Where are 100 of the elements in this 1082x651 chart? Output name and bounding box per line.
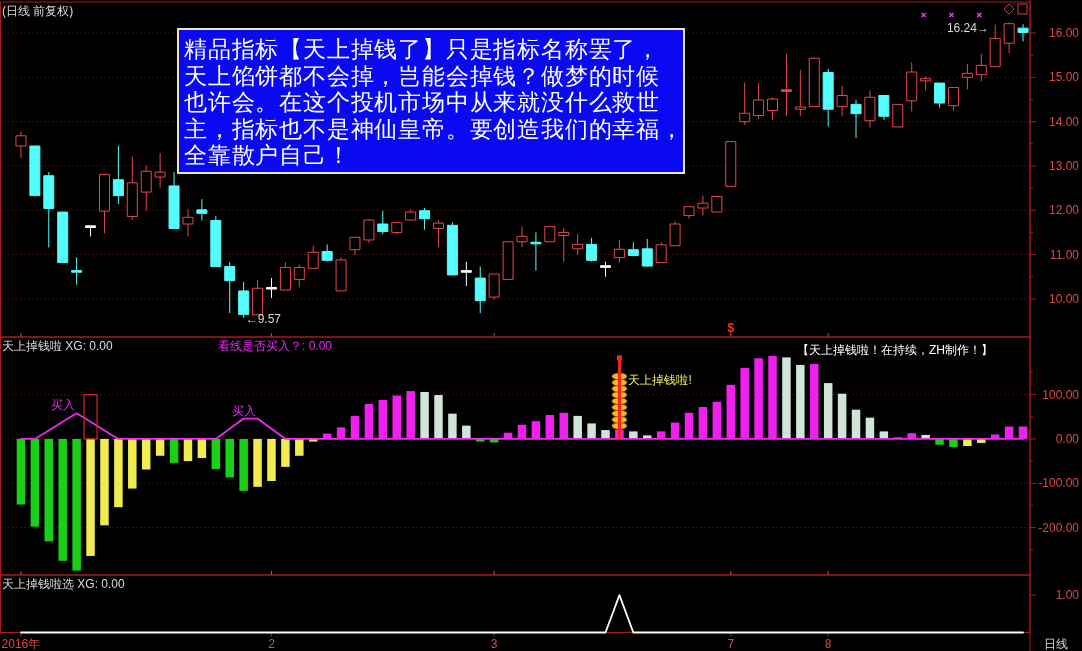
bar [30,438,40,527]
candlestick [419,207,431,231]
candlestick [182,208,194,237]
y-tick-label: 15.00 [1048,70,1080,85]
candlestick [238,281,250,319]
candlestick [252,279,264,316]
candlestick [307,245,319,269]
candlestick [836,85,848,117]
bar [44,438,54,542]
candlestick [544,226,556,243]
candlestick [15,130,27,159]
candlestick [683,206,695,220]
y-tick-label: 12.00 [1048,203,1080,218]
y-tick-label: 100.00 [1042,387,1080,402]
candlestick [363,218,375,244]
candlestick [906,62,918,112]
candlestick [43,171,55,248]
candlestick [112,145,124,205]
bar [86,438,95,556]
candlestick [321,243,333,263]
x-tick-label: 7 [727,636,735,651]
candlestick [613,239,625,264]
text: 1.00 [1055,588,1080,603]
candlestick [405,208,417,221]
candlestick [98,173,110,234]
bar [169,438,179,463]
candlestick [669,220,681,247]
bar [420,391,429,439]
bar [239,438,248,491]
x-tick-label: 3 [490,636,498,651]
bar [114,438,123,508]
candlestick [947,87,959,112]
candlestick [488,273,500,301]
bar [573,415,582,439]
candlestick [349,236,361,256]
bar [823,383,833,439]
candlestick [29,145,41,197]
chart-title: 天上掉钱啦 XG: 0.00 [2,339,114,353]
bar [211,438,221,470]
candlestick [446,221,458,276]
bar [141,438,151,470]
bar [253,438,262,487]
x-axis-title: 日线 [1044,636,1068,651]
y-tick-label: 14.00 [1048,114,1080,129]
candlestick [279,261,291,291]
bar [448,413,457,439]
data-label: 天上掉钱啦! [628,372,692,387]
candlestick [850,99,862,139]
bar [128,438,137,489]
bar [72,438,81,571]
bar [83,394,98,440]
candlestick [989,24,1001,68]
candlestick [572,233,584,256]
candlestick [725,141,737,187]
candlestick [530,231,542,272]
candlestick [516,226,528,248]
bar [434,395,443,439]
candlestick [460,261,472,287]
candlestick [474,266,486,314]
candlestick [293,264,305,288]
candlestick [265,277,277,299]
candlestick [126,156,138,221]
candlestick [892,103,904,128]
candlestick [600,261,612,278]
candlestick [627,241,639,257]
bar [837,393,847,439]
bar [851,409,861,439]
candlestick [168,171,180,229]
y-tick-label: 16.00 [1048,26,1080,41]
bar [782,357,791,439]
candlestick [391,222,403,235]
candlestick [780,53,792,117]
bar [155,438,165,456]
candlestick [335,256,347,292]
candlestick [377,210,389,235]
chart-title: 天上掉钱啦选 XG: 0.00 [2,577,126,591]
x-tick-label: 2016年 [1,636,41,651]
candlestick [739,82,751,126]
candlestick [1003,21,1015,54]
data-label: 买入 [231,403,256,418]
candlestick [71,256,83,286]
candlestick [934,82,946,108]
data-label: 买入 [50,398,75,413]
candlestick [878,95,890,121]
candlestick [975,53,987,82]
candlestick [794,69,806,117]
candlestick [210,215,222,268]
chart-title: (日线 前复权) [2,4,74,18]
annotation: 【天上掉钱啦！在持续，ZH制作！】 [797,343,993,357]
bar [796,364,805,439]
candlestick [224,261,236,314]
y-tick-label: 11.00 [1049,247,1080,262]
candlestick [196,198,208,221]
candlestick [920,75,932,92]
bar [462,425,471,439]
candlestick [697,195,709,217]
candlestick [864,90,876,128]
text: ←9.57 [245,311,281,326]
x-tick-label: 8 [824,636,832,651]
y-tick-label: 0.00 [1055,431,1080,446]
